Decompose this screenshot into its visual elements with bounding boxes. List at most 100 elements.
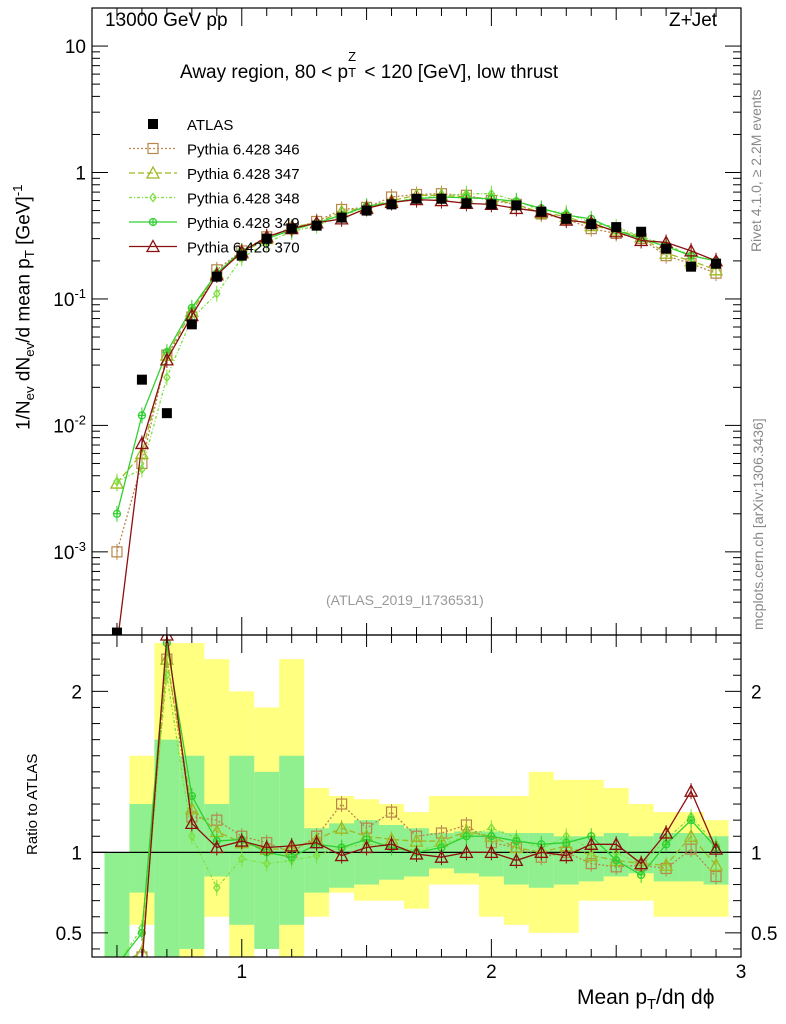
x-tick-label: 1 — [236, 962, 247, 983]
main-marker-p349-cross — [112, 509, 121, 518]
ratio-marker-p370 — [559, 848, 574, 862]
main-marker-p370 — [134, 436, 150, 450]
y-tick-label: 1 — [75, 164, 86, 185]
legend-marker-p348 — [149, 192, 157, 203]
mcplots-note: mcplots.cern.ch [arXiv:1306.3436] — [750, 418, 766, 630]
ratio-marker-p347 — [683, 828, 699, 842]
ratio-marker-p370 — [384, 836, 399, 850]
data-point — [561, 213, 572, 224]
main-line-p348 — [116, 193, 717, 483]
legend-marker-p349 — [148, 217, 158, 227]
legend-marker-atlas — [148, 119, 158, 129]
ratio-marker-p346 — [385, 806, 398, 818]
ratio-marker-p349-cross — [637, 870, 646, 879]
main-marker-p348 — [138, 464, 146, 475]
ratio-y-tick-label-right: 2 — [751, 682, 762, 703]
ratio-marker-p348 — [262, 858, 271, 869]
data-point — [286, 223, 297, 234]
data-point — [711, 258, 722, 269]
title-main: Away region, 80 < p — [180, 62, 349, 83]
ratio-y-tick-label-right: 1 — [751, 843, 762, 864]
main-series — [109, 185, 724, 635]
main-marker-p349 — [137, 411, 147, 420]
main-marker-p370 — [159, 352, 174, 366]
data-point — [236, 250, 247, 261]
ratio-marker-p349-cross — [462, 832, 471, 841]
data-point — [686, 261, 697, 272]
legend-label-atlas: ATLAS — [187, 117, 233, 134]
ratio-marker-p346 — [336, 798, 348, 810]
ratio-marker-p348 — [188, 831, 196, 842]
ratio-marker-p349 — [462, 832, 471, 841]
ratio-marker-p349 — [637, 870, 646, 880]
legend-marker-p370 — [145, 239, 161, 253]
ratio-marker-p348 — [237, 853, 246, 864]
data-point — [636, 226, 647, 237]
ratio-marker-p347 — [584, 848, 599, 862]
data-point — [611, 222, 622, 233]
energy-label: 13000 GeV pp — [105, 10, 228, 31]
title-sub: T — [348, 65, 357, 80]
main-line-p347 — [116, 194, 717, 484]
main-marker-p347 — [708, 262, 724, 276]
ratio-marker-p370 — [209, 840, 224, 854]
main-marker-p348 — [212, 288, 221, 299]
title-sup: Z — [348, 49, 357, 64]
ratio-marker-p370 — [184, 816, 199, 830]
ratio-marker-p349-cross — [612, 856, 621, 865]
ratio-marker-p348 — [212, 882, 221, 893]
ratio-band-yellow — [204, 659, 230, 917]
data-point — [486, 199, 497, 210]
ratio-y-axis-title: Ratio to ATLAS — [24, 753, 41, 855]
data-point — [136, 374, 147, 385]
ratio-marker-p349-cross — [187, 792, 196, 800]
data-point — [311, 220, 322, 231]
ratio-marker-p349 — [686, 816, 696, 825]
analysis-reference: (ATLAS_2019_I1736531) — [326, 592, 484, 608]
ratio-marker-p370 — [459, 844, 474, 858]
x-tick-label: 2 — [486, 962, 497, 983]
ratio-marker-p347 — [708, 857, 724, 871]
legend — [129, 119, 177, 253]
data-point — [511, 200, 522, 211]
main-marker-p370 — [683, 243, 699, 257]
ratio-marker-p347 — [334, 820, 349, 834]
data-point — [661, 243, 672, 254]
legend-label-p346: Pythia 6.428 346 — [187, 142, 300, 159]
ratio-marker-p370 — [708, 841, 724, 855]
x-axis-title: Mean pT/dη dϕ — [577, 986, 715, 1014]
data-point — [186, 319, 197, 330]
legend-marker-p346 — [147, 142, 159, 155]
ratio-y-tick-label: 0.5 — [56, 924, 82, 945]
ratio-marker-p349 — [137, 928, 147, 937]
ratio-marker-p370 — [234, 833, 249, 847]
ratio-y-tick-label-right: 0.5 — [751, 924, 777, 945]
ratio-marker-p347 — [135, 944, 149, 957]
data-point — [336, 212, 347, 223]
ratio-marker-p370 — [484, 844, 499, 858]
process-label: Z+Jet — [669, 10, 718, 31]
ratio-y-tick-label: 2 — [71, 682, 82, 703]
ratio-marker-p349-cross — [287, 853, 296, 862]
legend-label-p370: Pythia 6.428 370 — [187, 240, 300, 257]
rivet-note: Rivet 4.1.0, ≥ 2.2M events — [748, 89, 764, 252]
ratio-marker-p370 — [409, 846, 424, 860]
data-point — [386, 199, 397, 210]
main-marker-p349-cross — [137, 411, 146, 420]
ratio-marker-p370 — [584, 836, 599, 850]
main-marker-p348 — [163, 372, 171, 383]
legend-marker-p349-cross — [149, 218, 157, 226]
data-point — [361, 205, 372, 216]
ratio-series — [121, 635, 724, 957]
ratio-band-green — [154, 739, 180, 957]
ratio-marker-p370 — [609, 836, 624, 850]
legend-label-p348: Pythia 6.428 348 — [187, 191, 300, 208]
main-marker-p370 — [634, 233, 649, 247]
ratio-marker-p370 — [509, 853, 524, 867]
legend-label-p349: Pythia 6.428 349 — [187, 215, 300, 232]
ratio-marker-p349-cross — [562, 838, 571, 847]
ratio-marker-p348 — [587, 844, 596, 855]
ratio-band-green — [104, 852, 130, 957]
